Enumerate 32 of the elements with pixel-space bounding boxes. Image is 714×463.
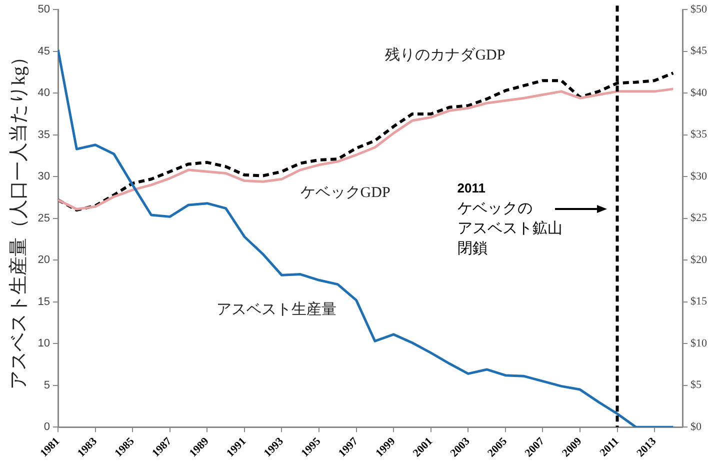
- y2-tick-label: $45: [690, 45, 708, 58]
- x-tick-label: 2011: [598, 435, 622, 460]
- y-tick-label: 10: [38, 338, 50, 350]
- y-tick-label: 15: [38, 296, 50, 308]
- y-tick-label: 45: [38, 45, 50, 58]
- y-tick-label: 25: [38, 212, 50, 224]
- y-tick-label: 35: [38, 128, 50, 141]
- y2-tick-label: $50: [690, 3, 708, 16]
- y2-tick-label: $30: [690, 170, 708, 182]
- y2-tick-label: $25: [690, 212, 708, 224]
- annotation: 閉鎖: [457, 241, 488, 258]
- y-tick-label: 5: [44, 379, 50, 392]
- y2-tick-label: $0: [690, 421, 702, 433]
- y2-tick-label: $40: [690, 86, 708, 99]
- annotation: ケベックの: [457, 201, 532, 218]
- y2-tick-label: $20: [690, 254, 708, 266]
- y2-tick-label: $15: [690, 296, 708, 308]
- y-axis-title: アスベスト生産量（人口一人当たりkg）: [7, 47, 30, 390]
- y-tick-label: 30: [38, 170, 50, 183]
- series-label: ケベックGDP: [300, 185, 390, 202]
- series-label: 残りのカナダGDP: [385, 46, 506, 64]
- y-tick-label: 20: [38, 254, 50, 266]
- annotation: アスベスト鉱山: [457, 220, 562, 238]
- y-tick-label: 50: [38, 4, 50, 16]
- y-tick-label: 0: [44, 421, 50, 434]
- annotation: 2011: [457, 180, 486, 196]
- y2-tick-label: $10: [690, 338, 708, 350]
- y2-tick-label: $5: [690, 379, 702, 392]
- y2-tick-label: $35: [690, 128, 708, 141]
- series-label: アスベスト生産量: [216, 301, 337, 318]
- x-tick-label: 1991: [224, 435, 249, 460]
- y-tick-label: 40: [38, 87, 50, 100]
